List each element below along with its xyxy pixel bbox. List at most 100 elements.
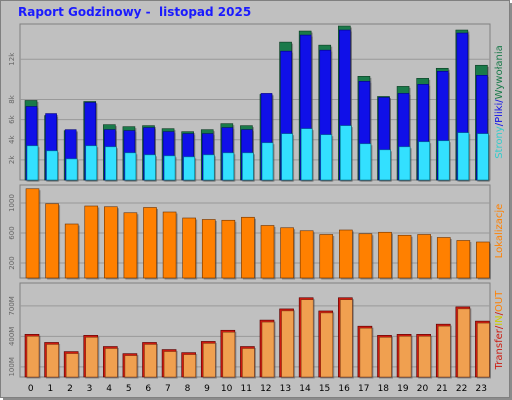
- pages-bar: [340, 125, 352, 181]
- visits-bar: [123, 212, 138, 279]
- x-tick-label: 14: [299, 384, 311, 394]
- x-tick-label: 0: [28, 384, 34, 394]
- x-tick-label: 16: [338, 384, 350, 394]
- visits-bar: [162, 211, 177, 279]
- visits-bar: [456, 240, 471, 279]
- plot-area-1: [19, 23, 491, 181]
- pages-bar: [437, 140, 450, 181]
- x-tick-label: 17: [358, 384, 369, 394]
- pages-bar: [163, 155, 176, 181]
- transfer-out-bar: [144, 344, 157, 378]
- y-tick-label: 400M: [8, 327, 16, 346]
- transfer-out-bar: [203, 343, 216, 378]
- visits-bar: [358, 233, 373, 279]
- transfer-out-bar: [359, 327, 373, 378]
- x-tick-label: 6: [145, 384, 151, 394]
- pages-bar: [222, 152, 235, 181]
- legend-entry: /: [494, 325, 505, 329]
- y-tick-label: 1000: [8, 194, 16, 212]
- transfer-out-bar: [281, 310, 294, 378]
- visits-bar: [378, 231, 392, 279]
- visits-bar: [143, 207, 157, 279]
- transfer-out-bar: [65, 353, 79, 378]
- pages-bar: [105, 146, 117, 181]
- pages-bar: [202, 154, 215, 181]
- visits-bar: [104, 206, 118, 279]
- pages-bar: [65, 158, 78, 181]
- chart-title: Raport Godzinowy - listopad 2025: [18, 5, 252, 19]
- y-tick-label: 6k: [8, 114, 16, 123]
- visits-bar: [64, 223, 79, 279]
- transfer-out-bar: [105, 348, 118, 378]
- transfer-out-bar: [85, 337, 98, 378]
- pages-bar: [320, 134, 333, 181]
- transfer-out-bar: [222, 332, 236, 378]
- pages-bar: [418, 141, 430, 181]
- x-tick-label: 15: [319, 384, 330, 394]
- y-tick-label: 4k: [8, 135, 16, 144]
- visits-bar: [25, 188, 40, 279]
- x-tick-label: 4: [106, 384, 112, 394]
- legend-entry: IN: [494, 315, 505, 325]
- legend-entry: OUT: [494, 290, 505, 312]
- transfer-out-bar: [163, 351, 177, 378]
- transfer-out-bar: [340, 299, 353, 378]
- pages-bar: [379, 149, 391, 181]
- x-tick-label: 5: [126, 384, 132, 394]
- x-tick-label: 20: [417, 384, 429, 394]
- visits-bar: [260, 225, 275, 279]
- pages-bar: [26, 145, 39, 181]
- x-tick-label: 1: [48, 384, 54, 394]
- transfer-out-bar: [46, 344, 59, 378]
- x-tick-label: 8: [185, 384, 191, 394]
- transfer-out-bar: [438, 325, 451, 378]
- x-tick-label: 18: [378, 384, 390, 394]
- x-tick-label: 13: [280, 384, 291, 394]
- y-tick-label: 700M: [8, 296, 16, 315]
- transfer-out-bar: [261, 321, 275, 378]
- legend-3: Transfer/IN/OUT: [494, 290, 505, 371]
- visits-bar: [201, 219, 216, 279]
- legend-entry: Wywołania: [494, 45, 505, 99]
- y-tick-label: 12k: [8, 52, 16, 66]
- visits-bar: [339, 229, 353, 279]
- transfer-out-bar: [320, 312, 333, 378]
- visits-bar: [397, 234, 412, 279]
- visits-bar: [476, 241, 490, 279]
- x-tick-label: 11: [240, 384, 251, 394]
- x-tick-label: 19: [397, 384, 409, 394]
- pages-bar: [300, 128, 313, 181]
- transfer-out-bar: [26, 336, 40, 378]
- transfer-out-bar: [398, 336, 412, 378]
- transfer-out-bar: [418, 336, 431, 378]
- y-tick-label: 600: [8, 226, 16, 239]
- legend-2: Lokalizacje: [494, 204, 505, 259]
- y-tick-label: 200: [8, 256, 16, 269]
- x-tick-label: 2: [67, 384, 73, 394]
- pages-bar: [281, 133, 293, 181]
- transfer-out-bar: [124, 355, 138, 378]
- y-tick-label: 8k: [8, 94, 16, 103]
- y-tick-label: 2k: [8, 155, 16, 164]
- pages-bar: [46, 150, 58, 181]
- y-tick-label: 100M: [8, 357, 16, 376]
- pages-bar: [144, 154, 156, 181]
- pages-bar: [85, 145, 98, 181]
- pages-bar: [477, 133, 489, 181]
- x-tick-label: 7: [165, 384, 171, 394]
- pages-bar: [398, 146, 411, 181]
- x-tick-label: 22: [456, 384, 467, 394]
- legend-entry: /: [494, 99, 505, 103]
- visits-bar: [84, 205, 99, 279]
- x-tick-label: 10: [221, 384, 233, 394]
- visits-bar: [319, 234, 334, 279]
- visits-bar: [221, 219, 236, 279]
- pages-bar: [261, 142, 274, 181]
- pages-bar: [242, 152, 254, 181]
- x-tick-label: 3: [87, 384, 93, 394]
- pages-bar: [457, 132, 470, 181]
- legend-entry: /: [494, 122, 505, 126]
- x-tick-label: 12: [260, 384, 271, 394]
- pages-bar: [124, 152, 137, 181]
- legend-1: Strony/Pliki/Wywołania: [494, 45, 505, 159]
